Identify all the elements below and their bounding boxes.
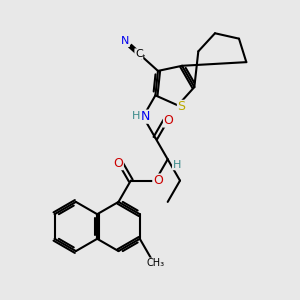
Text: S: S (178, 100, 185, 113)
Text: CH₃: CH₃ (146, 258, 164, 268)
Text: O: O (164, 114, 173, 127)
Text: C: C (135, 49, 143, 59)
Text: O: O (113, 157, 123, 169)
Text: H: H (172, 160, 181, 170)
Text: H: H (132, 111, 141, 121)
Text: O: O (153, 174, 163, 187)
Text: N: N (141, 110, 150, 123)
Text: N: N (121, 36, 129, 46)
